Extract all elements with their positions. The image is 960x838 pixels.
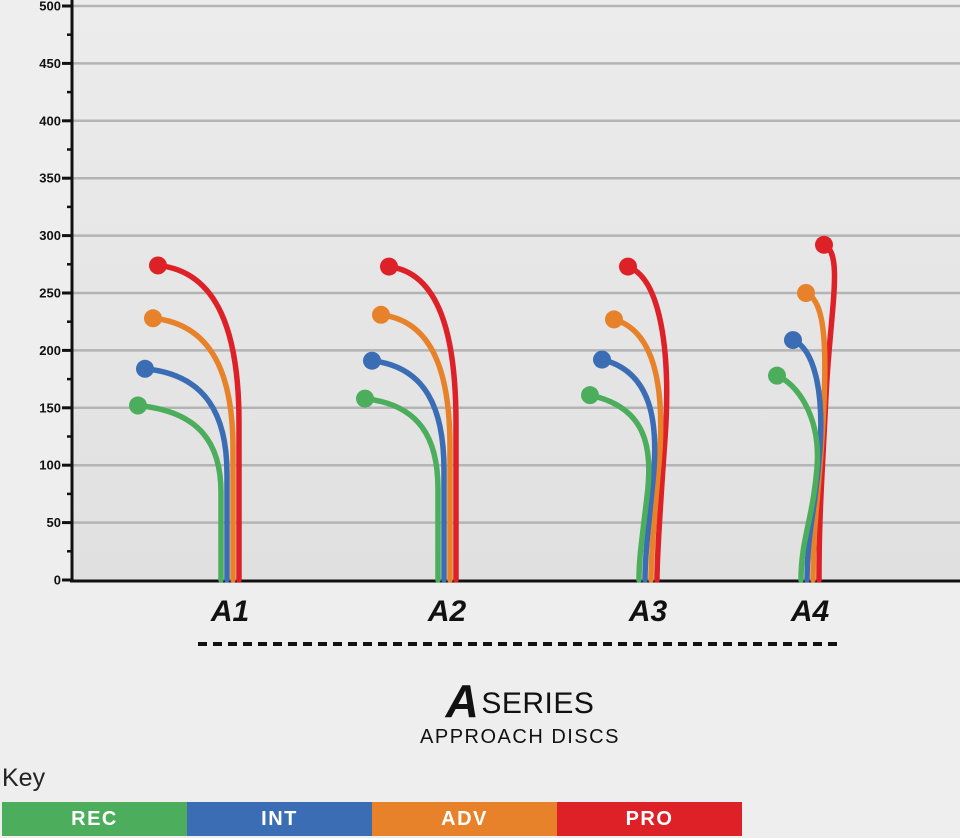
x-category-label: A1 <box>210 595 249 628</box>
series-logo-letter: A <box>445 675 480 727</box>
key-label: Key <box>2 764 46 792</box>
flight-point-adv-a1 <box>144 309 162 328</box>
flight-path-pro-a3 <box>625 263 670 583</box>
flight-point-int-a2 <box>363 351 381 370</box>
flight-path-pro-a2 <box>386 263 459 583</box>
series-subtitle: APPROACH DISCS <box>420 726 620 748</box>
y-tick-label: 50 <box>47 515 61 530</box>
flight-path-int-a4 <box>790 337 824 583</box>
y-tick-label: 350 <box>39 171 61 186</box>
flight-path-rec-a4 <box>774 372 821 583</box>
flight-point-pro-a3 <box>619 257 637 276</box>
flight-point-adv-a4 <box>797 284 815 302</box>
key-item-adv: ADV <box>372 802 557 836</box>
flight-path-int-a2 <box>369 357 447 583</box>
flight-path-adv-a3 <box>611 316 664 583</box>
y-tick-label: 100 <box>39 458 61 473</box>
y-tick-label: 300 <box>39 228 61 243</box>
key-legend: REC INT ADV PRO <box>2 802 742 836</box>
flight-point-rec-a1 <box>129 396 147 415</box>
flight-point-pro-a4 <box>815 235 833 254</box>
category-labels: A1 A2 A3 A4 <box>210 595 830 628</box>
x-category-label: A4 <box>790 595 830 628</box>
x-category-label: A2 <box>427 595 467 628</box>
y-tick-label: 450 <box>39 56 61 71</box>
series-title: ASERIES <box>0 674 960 728</box>
flight-paths <box>129 235 838 583</box>
flight-path-int-a3 <box>599 356 658 583</box>
flight-point-int-a3 <box>593 350 611 369</box>
x-category-label: A3 <box>628 595 668 628</box>
y-axis: 0 50 100 150 200 250 300 350 400 450 500 <box>39 0 960 588</box>
flight-point-rec-a2 <box>356 389 374 408</box>
flight-path-adv-a1 <box>150 315 236 583</box>
flight-path-pro-a1 <box>155 262 242 583</box>
flight-point-rec-a4 <box>768 366 786 385</box>
key-item-int: INT <box>187 802 372 836</box>
flight-point-pro-a1 <box>149 256 167 275</box>
flight-path-adv-a2 <box>378 312 453 583</box>
y-tick-label: 150 <box>39 400 61 415</box>
flight-path-rec-a1 <box>135 402 224 583</box>
flight-point-adv-a2 <box>372 305 390 324</box>
y-tick-label: 250 <box>39 286 61 301</box>
key-item-pro: PRO <box>557 802 742 836</box>
flight-point-rec-a3 <box>581 386 599 405</box>
flight-point-adv-a3 <box>605 310 623 329</box>
y-tick-label: 400 <box>39 113 61 128</box>
flight-path-rec-a2 <box>362 395 441 583</box>
flight-point-pro-a2 <box>380 257 398 276</box>
series-title-word: SERIES <box>481 687 595 720</box>
flight-chart: 0 50 100 150 200 250 300 350 400 450 500 A1 A2 A3 A4 <box>39 0 960 646</box>
flight-point-int-a4 <box>784 331 802 350</box>
flight-path-int-a1 <box>142 366 230 583</box>
flight-path-rec-a3 <box>587 392 652 583</box>
y-tick-label: 200 <box>39 343 61 358</box>
flight-point-int-a1 <box>136 359 154 378</box>
series-branding: ASERIES APPROACH DISCS <box>0 674 960 749</box>
y-tick-label: 0 <box>54 573 61 588</box>
y-tick-label: 500 <box>39 0 61 14</box>
gridlines <box>72 4 960 524</box>
key-item-rec: REC <box>2 802 187 836</box>
